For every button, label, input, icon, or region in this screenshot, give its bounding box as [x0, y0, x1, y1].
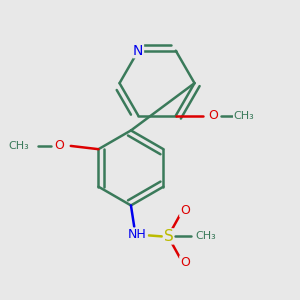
Text: CH₃: CH₃	[8, 141, 29, 151]
Text: CH₃: CH₃	[196, 231, 216, 242]
Text: O: O	[208, 109, 218, 122]
Text: O: O	[180, 256, 190, 269]
Text: O: O	[180, 204, 190, 217]
Text: N: N	[133, 44, 143, 58]
Text: CH₃: CH₃	[233, 111, 254, 121]
Text: S: S	[164, 229, 173, 244]
Text: O: O	[54, 140, 64, 152]
Text: NH: NH	[128, 228, 147, 241]
